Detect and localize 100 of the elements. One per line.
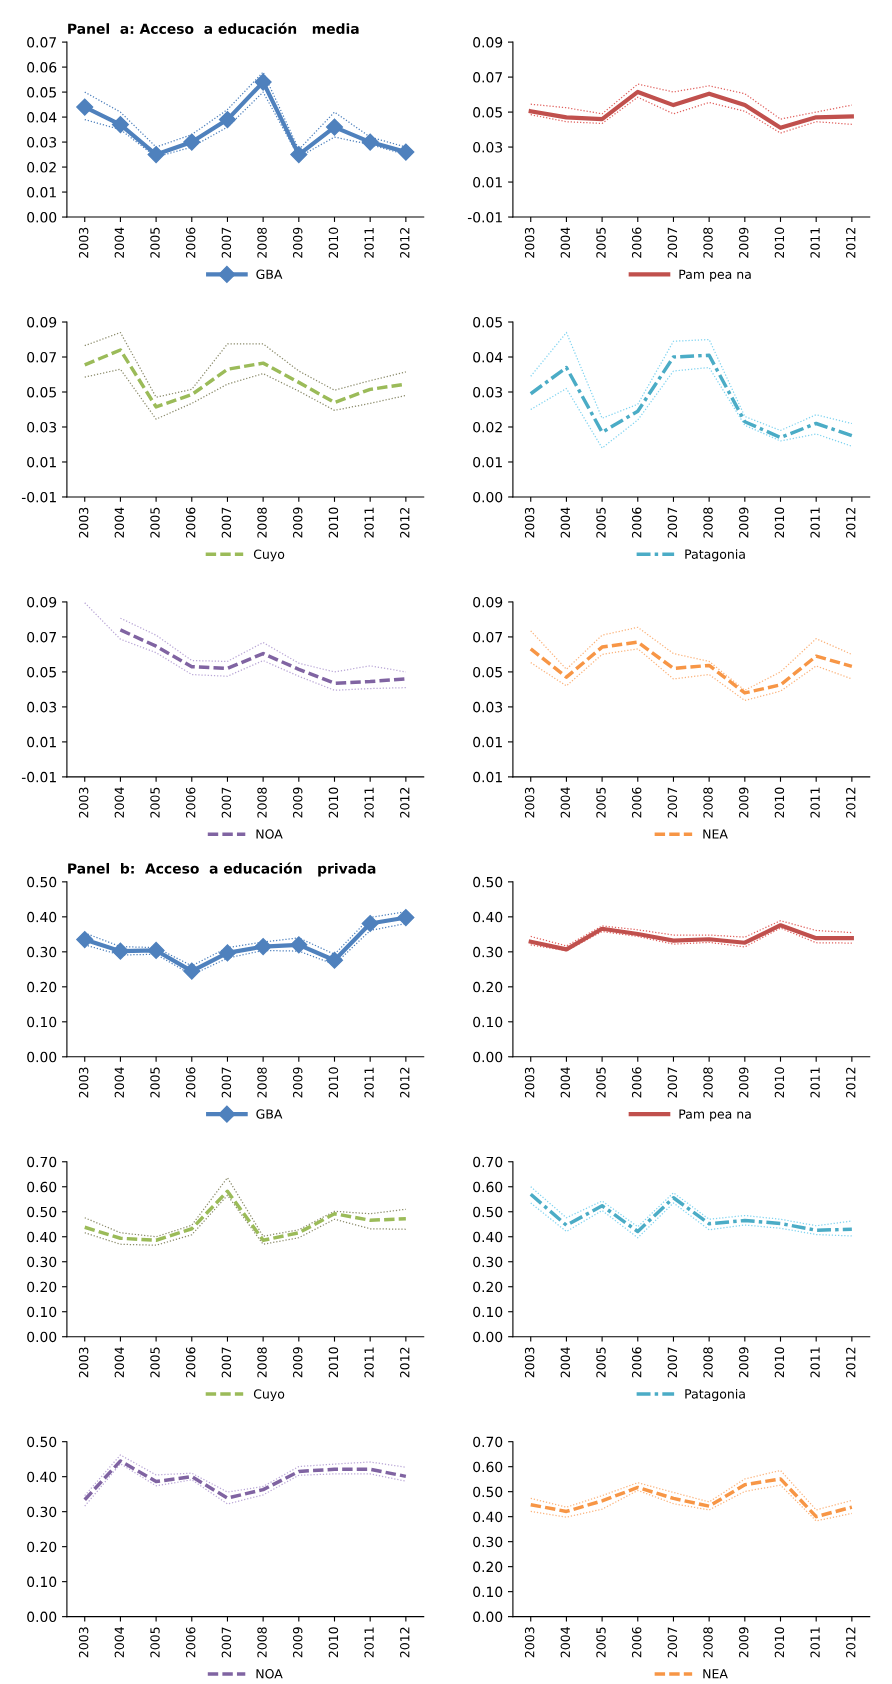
x-tick-label: 2003 — [78, 507, 89, 538]
y-tick-label: 0.20 — [473, 981, 503, 993]
x-tick-label: 2010 — [774, 507, 785, 538]
x-tick-label: 2012 — [400, 1347, 410, 1378]
y-tick-label: 0.50 — [27, 1436, 57, 1448]
x-tick-label: 2006 — [185, 1627, 196, 1658]
line-series — [530, 1202, 853, 1239]
x-tick-label: 2003 — [524, 1347, 535, 1378]
x-tick-label: 2004 — [560, 1627, 571, 1658]
legend-label: Cuyo — [253, 1389, 285, 1402]
x-tick-label: 2003 — [78, 1067, 89, 1098]
x-tick-label: 2008 — [703, 1627, 713, 1658]
y-tick-label: 0.00 — [473, 1051, 503, 1063]
y-tick-label: 0.07 — [27, 37, 56, 48]
chart-title: Panel a: Acceso a educación media — [68, 22, 359, 34]
y-tick-label: 0.00 — [27, 1051, 57, 1063]
x-tick-label: 2004 — [114, 1347, 125, 1378]
y-tick-label: 0.07 — [473, 631, 502, 643]
x-tick-label: 2010 — [328, 227, 339, 258]
x-tick-label: 2011 — [810, 507, 820, 538]
y-tick-label: 0.30 — [473, 946, 503, 958]
x-tick-label: 2004 — [560, 227, 571, 258]
y-tick-label: 0.40 — [473, 1231, 503, 1243]
y-tick-label: 0.02 — [473, 421, 502, 433]
x-tick-label: 2005 — [150, 1627, 160, 1658]
x-tick-label: 2009 — [738, 507, 749, 538]
point — [397, 143, 415, 161]
y-tick-label: -0.01 — [21, 771, 56, 783]
y-tick-label: 0.50 — [473, 876, 503, 888]
point — [76, 931, 94, 949]
x-tick-label: 2005 — [150, 1067, 160, 1098]
point — [111, 116, 129, 134]
x-tick-label: 2004 — [114, 787, 125, 818]
x-tick-label: 2008 — [257, 787, 267, 818]
x-tick-label: 2005 — [596, 1067, 606, 1098]
x-tick-label: 2006 — [185, 1347, 196, 1378]
x-tick-label: 2009 — [738, 1067, 749, 1098]
x-tick-label: 2010 — [774, 227, 785, 258]
x-tick-label: 2003 — [78, 1627, 89, 1658]
legend-label: NEA — [703, 1669, 728, 1679]
x-tick-label: 2004 — [114, 1067, 125, 1098]
x-tick-label: 2008 — [703, 507, 713, 538]
line-series — [530, 626, 853, 691]
x-tick-label: 2007 — [221, 1627, 232, 1658]
legend-label: GBA — [256, 1109, 283, 1119]
y-tick-label: 0.04 — [473, 351, 503, 363]
x-tick-label: 2006 — [631, 787, 642, 818]
y-tick-label: 0.30 — [27, 1506, 57, 1518]
x-tick-label: 2008 — [703, 1067, 713, 1098]
point — [254, 73, 272, 91]
point — [290, 146, 308, 164]
line-series — [528, 89, 854, 130]
line-series — [84, 331, 407, 398]
point — [147, 941, 165, 959]
x-tick-label: 2009 — [292, 787, 303, 818]
y-tick-label: 0.40 — [473, 911, 503, 923]
y-tick-label: 0.05 — [473, 107, 502, 118]
line-series — [530, 1469, 853, 1511]
x-tick-label: 2005 — [596, 787, 606, 818]
y-tick-label: 0.40 — [27, 1471, 57, 1483]
line-series — [529, 353, 854, 440]
x-tick-label: 2003 — [78, 227, 89, 258]
y-tick-label: 0.03 — [27, 137, 57, 148]
y-tick-label: 0.01 — [473, 177, 502, 188]
x-tick-label: 2010 — [328, 507, 339, 538]
x-tick-label: 2010 — [774, 1627, 785, 1658]
legend-label: GBA — [256, 269, 283, 279]
x-tick-label: 2004 — [114, 227, 125, 258]
x-tick-label: 2011 — [810, 227, 820, 258]
x-tick-label: 2008 — [257, 1347, 267, 1378]
x-tick-label: 2006 — [185, 227, 196, 258]
line-series — [530, 96, 853, 134]
x-tick-label: 2011 — [364, 1067, 374, 1098]
x-tick-label: 2009 — [292, 1067, 303, 1098]
x-tick-label: 2003 — [78, 1347, 89, 1378]
point — [111, 942, 129, 960]
x-tick-label: 2011 — [810, 1627, 820, 1658]
y-tick-label: 0.03 — [473, 386, 503, 398]
x-tick-label: 2011 — [364, 1627, 374, 1658]
x-tick-label: 2009 — [292, 507, 303, 538]
x-tick-label: 2007 — [667, 1627, 678, 1658]
x-tick-label: 2006 — [631, 1067, 642, 1098]
y-tick-label: 0.20 — [27, 981, 57, 993]
x-tick-label: 2008 — [703, 1347, 713, 1378]
x-tick-label: 2006 — [631, 507, 642, 538]
x-tick-label: 2003 — [524, 1627, 535, 1658]
y-tick-label: 0.00 — [473, 1611, 503, 1623]
line-series — [119, 617, 407, 673]
y-tick-label: 0.09 — [473, 596, 503, 608]
x-tick-label: 2009 — [738, 227, 749, 258]
point — [397, 908, 415, 927]
x-tick-label: 2003 — [524, 227, 535, 258]
line-series — [530, 366, 853, 449]
x-tick-label: 2011 — [810, 787, 820, 818]
line-series — [530, 920, 853, 947]
y-tick-label: 0.20 — [27, 1541, 57, 1553]
y-tick-label: 0.00 — [473, 491, 503, 503]
point — [218, 111, 237, 129]
x-tick-label: 2009 — [292, 227, 303, 258]
y-tick-label: 0.10 — [473, 1586, 503, 1598]
